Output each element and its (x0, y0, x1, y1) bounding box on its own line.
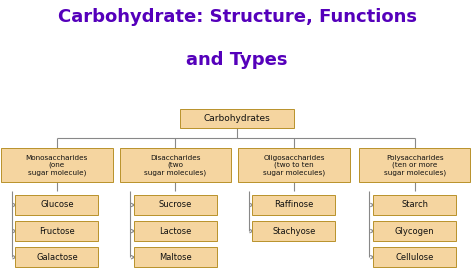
Text: Oligosaccharides
(two to ten
sugar molecules): Oligosaccharides (two to ten sugar molec… (263, 155, 325, 176)
FancyBboxPatch shape (359, 148, 470, 183)
Text: Monosaccharides
(one
sugar molecule): Monosaccharides (one sugar molecule) (26, 155, 88, 176)
Text: Starch: Starch (401, 201, 428, 209)
FancyBboxPatch shape (252, 221, 336, 241)
Text: Stachyose: Stachyose (272, 227, 316, 235)
FancyBboxPatch shape (1, 148, 112, 183)
FancyBboxPatch shape (180, 109, 294, 129)
Text: Glycogen: Glycogen (395, 227, 435, 235)
FancyBboxPatch shape (373, 195, 456, 215)
FancyBboxPatch shape (134, 247, 217, 267)
FancyBboxPatch shape (373, 247, 456, 267)
Text: and Types: and Types (186, 50, 288, 68)
Text: Carbohydrates: Carbohydrates (204, 114, 270, 123)
Text: Fructose: Fructose (39, 227, 75, 235)
Text: Cellulose: Cellulose (396, 253, 434, 262)
FancyBboxPatch shape (373, 221, 456, 241)
Text: Disaccharides
(two
sugar molecules): Disaccharides (two sugar molecules) (144, 155, 207, 176)
FancyBboxPatch shape (15, 247, 98, 267)
Text: Glucose: Glucose (40, 201, 73, 209)
FancyBboxPatch shape (238, 148, 349, 183)
Text: Raffinose: Raffinose (274, 201, 314, 209)
Text: Lactose: Lactose (159, 227, 191, 235)
Text: Sucrose: Sucrose (159, 201, 192, 209)
FancyBboxPatch shape (134, 221, 217, 241)
Text: Maltose: Maltose (159, 253, 192, 262)
Text: Polysaccharides
(ten or more
sugar molecules): Polysaccharides (ten or more sugar molec… (383, 155, 446, 176)
FancyBboxPatch shape (15, 195, 98, 215)
Text: Galactose: Galactose (36, 253, 78, 262)
FancyBboxPatch shape (15, 221, 98, 241)
Text: Carbohydrate: Structure, Functions: Carbohydrate: Structure, Functions (57, 8, 417, 26)
FancyBboxPatch shape (134, 195, 217, 215)
FancyBboxPatch shape (119, 148, 231, 183)
FancyBboxPatch shape (252, 195, 336, 215)
